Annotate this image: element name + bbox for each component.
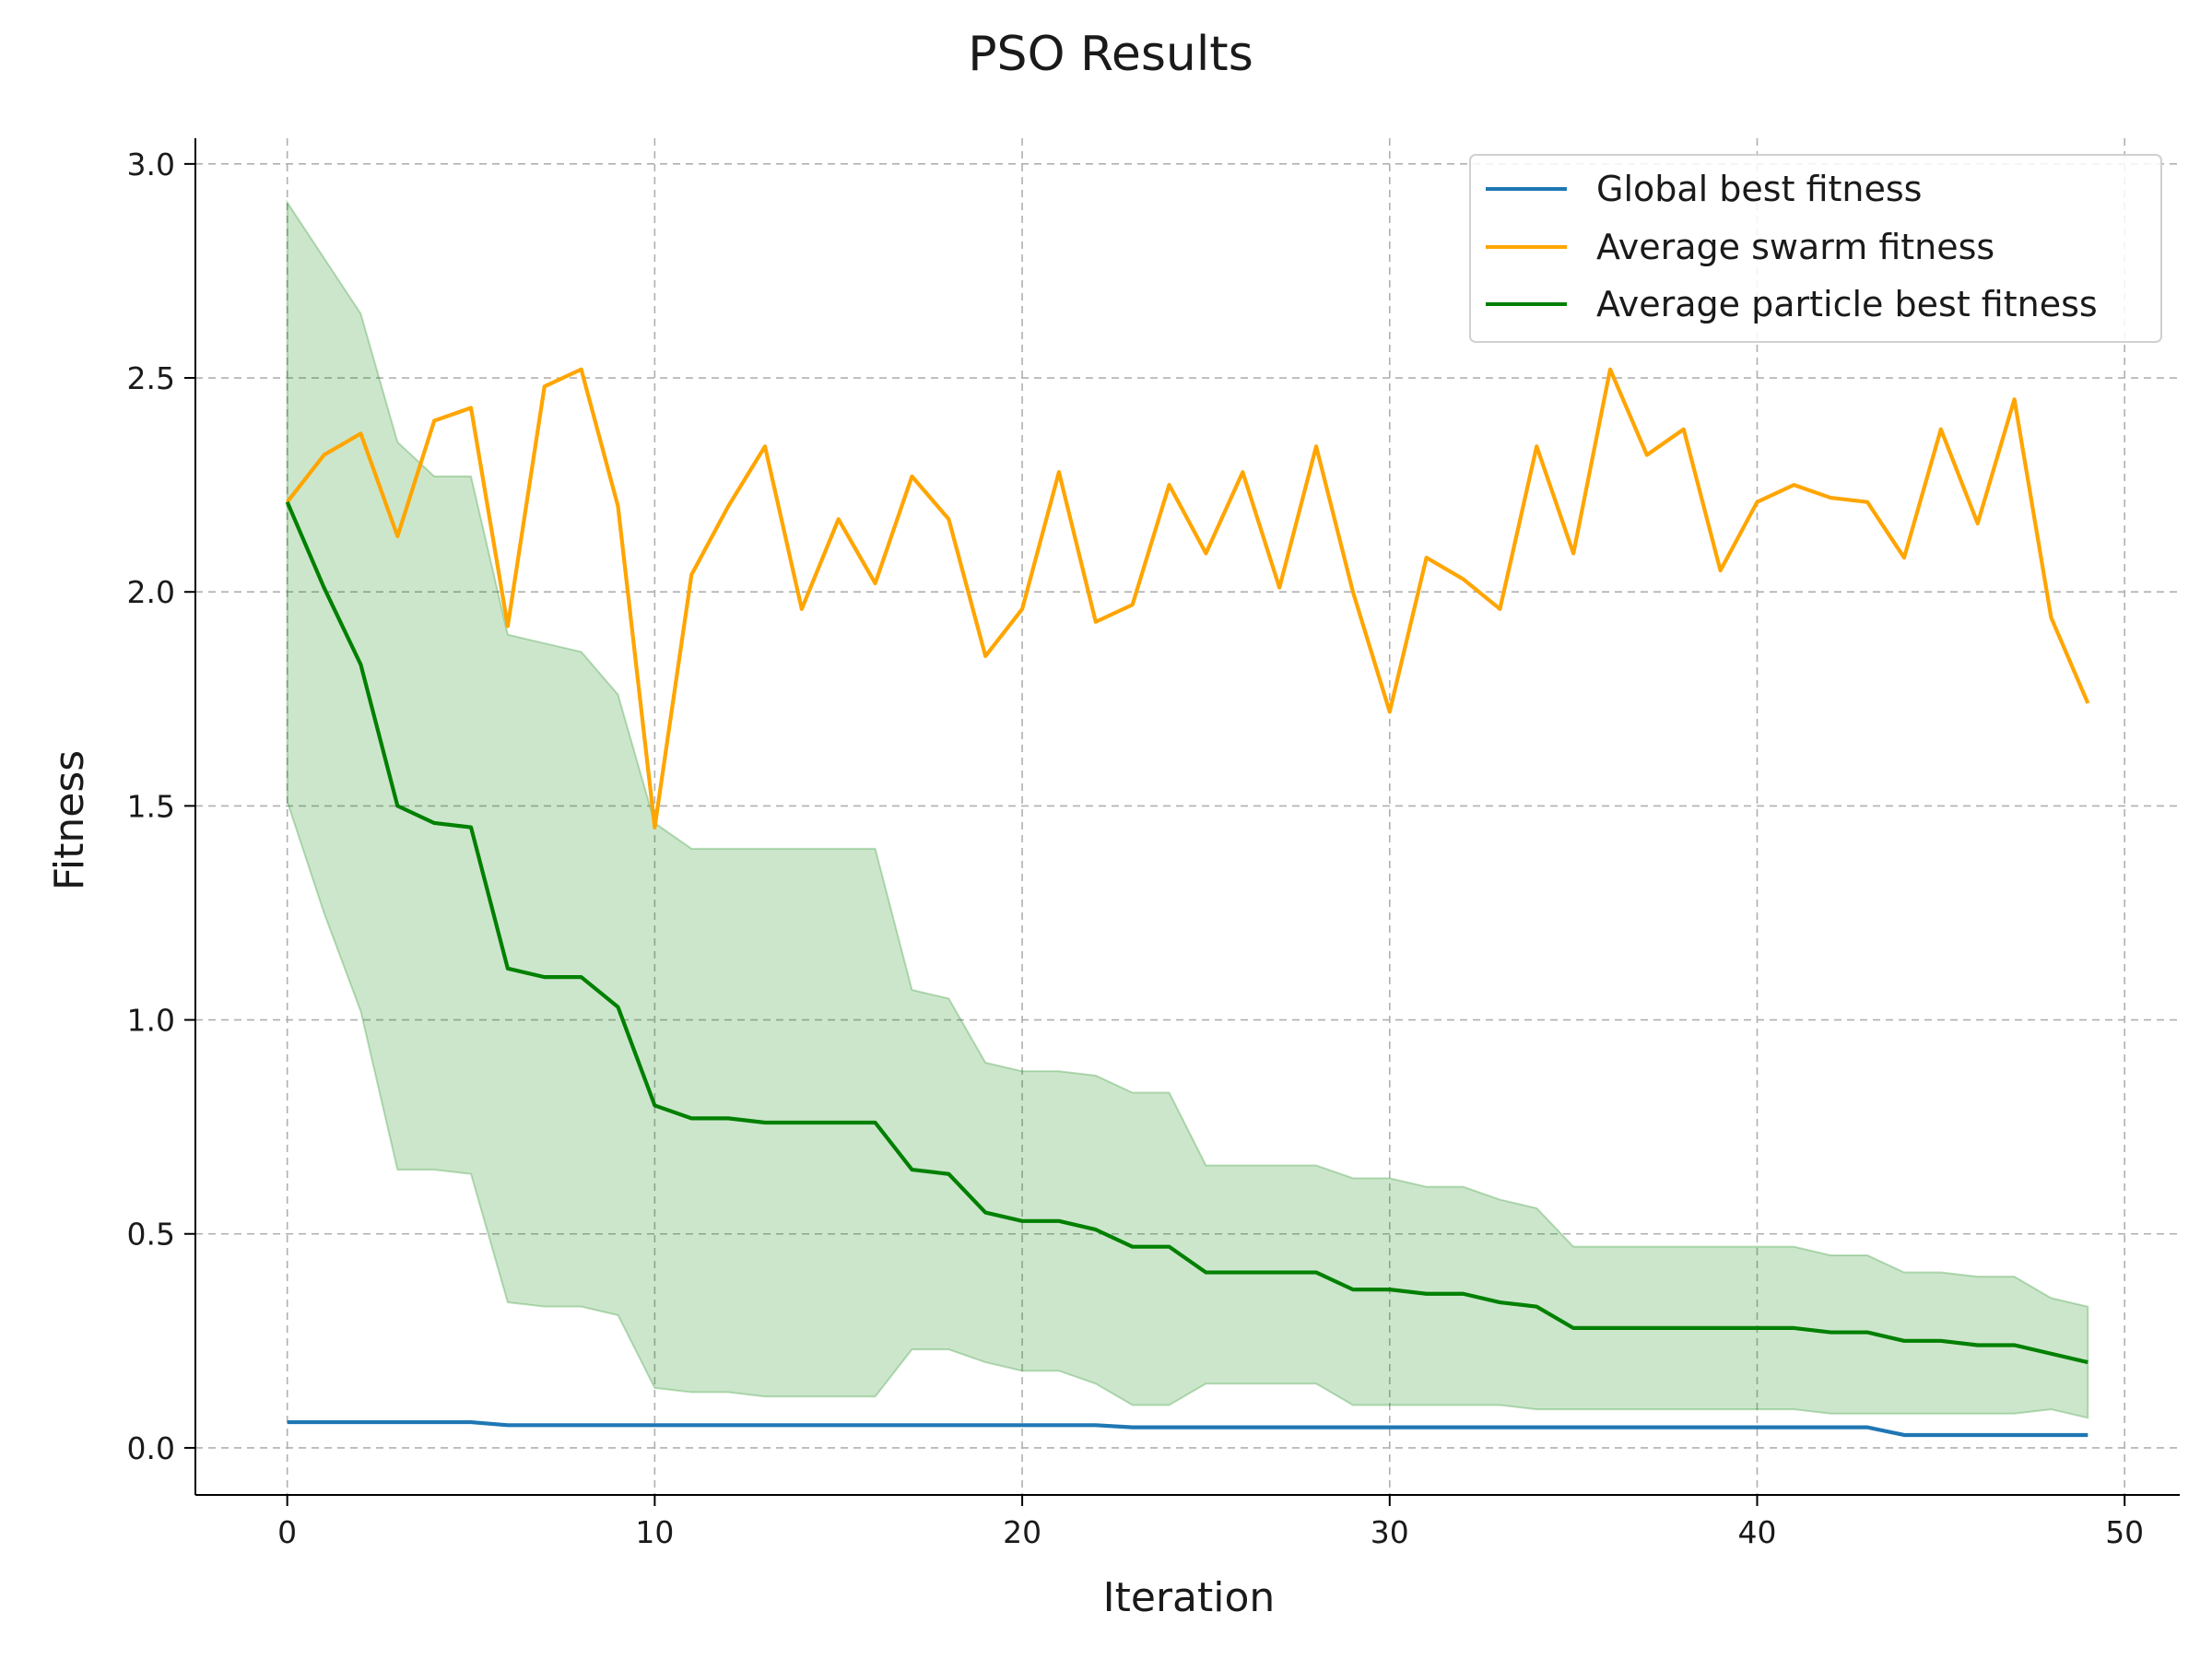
average-particle-best-fitness-line [285,500,2088,1365]
y-tick-label: 0.5 [127,1217,175,1253]
x-tick-label: 10 [635,1514,674,1550]
chart-title: PSO Results [968,27,1253,82]
y-axis-title: Fitness [46,750,93,890]
axes [194,138,2180,1496]
x-ticks: 0 10 20 30 40 50 [277,1495,2144,1550]
x-tick-label: 30 [1371,1514,1409,1550]
x-tick-label: 0 [277,1514,297,1550]
legend-label-global-best: Global best fitness [1596,169,1922,209]
average-swarm-fitness-line [286,367,2090,830]
y-ticks: 0.0 0.5 1.0 1.5 2.0 2.5 3.0 [127,147,195,1466]
y-tick-label: 1.0 [127,1003,175,1039]
x-tick-label: 20 [1003,1514,1041,1550]
x-axis-title: Iteration [1103,1574,1276,1621]
y-tick-label: 2.5 [127,360,175,396]
legend-box [1469,154,2162,343]
y-tick-label: 3.0 [127,147,175,182]
legend: Global best fitness Average swarm fitnes… [1469,154,2162,343]
y-tick-label: 1.5 [127,788,175,824]
legend-label-average-particle-best: Average particle best fitness [1596,284,2098,324]
y-tick-label: 2.0 [127,574,175,610]
global-best-fitness-line [287,1419,2088,1438]
y-tick-label: 0.0 [127,1430,175,1466]
x-tick-label: 40 [1737,1514,1776,1550]
confidence-band-layer [286,199,2089,1419]
series-layer [285,367,2090,1438]
legend-label-average-swarm: Average swarm fitness [1596,227,1994,267]
x-tick-label: 50 [2105,1514,2144,1550]
particle-best-range-band [286,199,2089,1419]
